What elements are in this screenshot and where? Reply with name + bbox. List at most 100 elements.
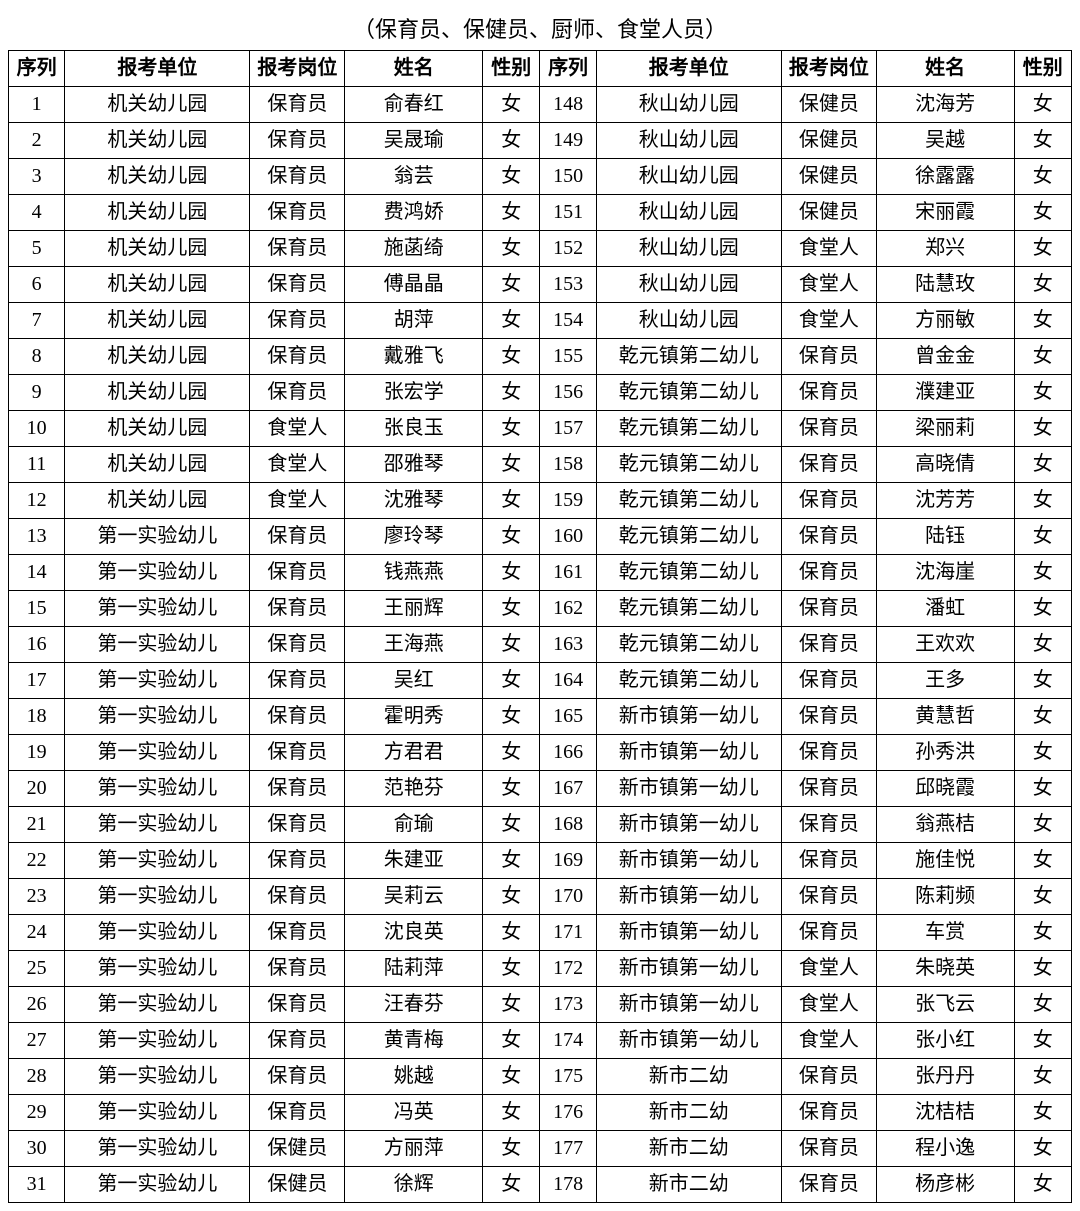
cell-pos-left: 保育员 xyxy=(250,987,345,1023)
cell-name-right: 程小逸 xyxy=(876,1131,1014,1167)
cell-unit-right: 乾元镇第二幼儿 xyxy=(596,339,781,375)
table-row: 7机关幼儿园保育员胡萍女154秋山幼儿园食堂人方丽敏女 xyxy=(9,303,1072,339)
cell-sex-right: 女 xyxy=(1014,987,1071,1023)
cell-unit-right: 乾元镇第二幼儿 xyxy=(596,375,781,411)
cell-name-left: 吴红 xyxy=(345,663,483,699)
cell-sex-left: 女 xyxy=(483,159,540,195)
cell-pos-right: 食堂人 xyxy=(781,303,876,339)
cell-seq-right: 157 xyxy=(540,411,596,447)
col-name-left: 姓名 xyxy=(345,51,483,87)
cell-unit-left: 机关幼儿园 xyxy=(65,447,250,483)
cell-sex-left: 女 xyxy=(483,771,540,807)
cell-name-left: 张宏学 xyxy=(345,375,483,411)
cell-unit-left: 第一实验幼儿 xyxy=(65,987,250,1023)
cell-unit-left: 机关幼儿园 xyxy=(65,375,250,411)
cell-name-left: 施菡绮 xyxy=(345,231,483,267)
cell-pos-left: 保育员 xyxy=(250,591,345,627)
cell-sex-right: 女 xyxy=(1014,807,1071,843)
cell-unit-left: 第一实验幼儿 xyxy=(65,1095,250,1131)
table-header-row: 序列 报考单位 报考岗位 姓名 性别 序列 报考单位 报考岗位 姓名 性别 xyxy=(9,51,1072,87)
cell-name-right: 郑兴 xyxy=(876,231,1014,267)
cell-name-right: 沈芳芳 xyxy=(876,483,1014,519)
table-row: 21第一实验幼儿保育员俞瑜女168新市镇第一幼儿保育员翁燕桔女 xyxy=(9,807,1072,843)
cell-sex-left: 女 xyxy=(483,987,540,1023)
cell-name-right: 高晓倩 xyxy=(876,447,1014,483)
cell-sex-left: 女 xyxy=(483,663,540,699)
cell-sex-right: 女 xyxy=(1014,915,1071,951)
cell-unit-right: 秋山幼儿园 xyxy=(596,159,781,195)
table-row: 2机关幼儿园保育员吴晟瑜女149秋山幼儿园保健员吴越女 xyxy=(9,123,1072,159)
cell-pos-right: 保育员 xyxy=(781,663,876,699)
cell-sex-right: 女 xyxy=(1014,303,1071,339)
cell-sex-right: 女 xyxy=(1014,267,1071,303)
cell-name-left: 汪春芬 xyxy=(345,987,483,1023)
table-row: 29第一实验幼儿保育员冯英女176新市二幼保育员沈桔桔女 xyxy=(9,1095,1072,1131)
cell-pos-right: 保育员 xyxy=(781,843,876,879)
cell-pos-right: 保育员 xyxy=(781,879,876,915)
cell-unit-left: 机关幼儿园 xyxy=(65,267,250,303)
cell-pos-right: 保健员 xyxy=(781,123,876,159)
cell-unit-right: 新市镇第一幼儿 xyxy=(596,915,781,951)
cell-pos-right: 保育员 xyxy=(781,591,876,627)
cell-unit-right: 新市镇第一幼儿 xyxy=(596,735,781,771)
cell-name-left: 俞瑜 xyxy=(345,807,483,843)
table-row: 18第一实验幼儿保育员霍明秀女165新市镇第一幼儿保育员黄慧哲女 xyxy=(9,699,1072,735)
table-row: 15第一实验幼儿保育员王丽辉女162乾元镇第二幼儿保育员潘虹女 xyxy=(9,591,1072,627)
cell-name-right: 梁丽莉 xyxy=(876,411,1014,447)
cell-unit-left: 机关幼儿园 xyxy=(65,123,250,159)
cell-seq-right: 153 xyxy=(540,267,596,303)
cell-pos-left: 保育员 xyxy=(250,339,345,375)
cell-pos-left: 保育员 xyxy=(250,807,345,843)
cell-seq-left: 19 xyxy=(9,735,65,771)
cell-sex-left: 女 xyxy=(483,339,540,375)
cell-unit-right: 秋山幼儿园 xyxy=(596,195,781,231)
cell-pos-left: 保育员 xyxy=(250,879,345,915)
cell-seq-right: 164 xyxy=(540,663,596,699)
col-pos-left: 报考岗位 xyxy=(250,51,345,87)
table-row: 20第一实验幼儿保育员范艳芬女167新市镇第一幼儿保育员邱晓霞女 xyxy=(9,771,1072,807)
cell-unit-left: 第一实验幼儿 xyxy=(65,1059,250,1095)
cell-name-left: 傅晶晶 xyxy=(345,267,483,303)
cell-unit-right: 秋山幼儿园 xyxy=(596,123,781,159)
cell-pos-left: 保育员 xyxy=(250,951,345,987)
col-unit-right: 报考单位 xyxy=(596,51,781,87)
cell-sex-right: 女 xyxy=(1014,1167,1071,1203)
cell-sex-right: 女 xyxy=(1014,663,1071,699)
cell-name-right: 翁燕桔 xyxy=(876,807,1014,843)
table-row: 25第一实验幼儿保育员陆莉萍女172新市镇第一幼儿食堂人朱晓英女 xyxy=(9,951,1072,987)
cell-sex-left: 女 xyxy=(483,1167,540,1203)
table-row: 10机关幼儿园食堂人张良玉女157乾元镇第二幼儿保育员梁丽莉女 xyxy=(9,411,1072,447)
cell-sex-right: 女 xyxy=(1014,87,1071,123)
cell-pos-right: 保育员 xyxy=(781,339,876,375)
cell-seq-left: 25 xyxy=(9,951,65,987)
cell-name-right: 陈莉频 xyxy=(876,879,1014,915)
cell-sex-left: 女 xyxy=(483,375,540,411)
cell-unit-right: 新市镇第一幼儿 xyxy=(596,1023,781,1059)
cell-name-left: 陆莉萍 xyxy=(345,951,483,987)
cell-pos-left: 食堂人 xyxy=(250,483,345,519)
cell-pos-left: 保育员 xyxy=(250,267,345,303)
cell-pos-left: 保育员 xyxy=(250,699,345,735)
cell-name-left: 冯英 xyxy=(345,1095,483,1131)
cell-name-left: 方丽萍 xyxy=(345,1131,483,1167)
cell-sex-left: 女 xyxy=(483,1023,540,1059)
cell-seq-right: 177 xyxy=(540,1131,596,1167)
cell-sex-right: 女 xyxy=(1014,627,1071,663)
cell-sex-right: 女 xyxy=(1014,483,1071,519)
cell-seq-right: 155 xyxy=(540,339,596,375)
cell-sex-right: 女 xyxy=(1014,195,1071,231)
cell-sex-right: 女 xyxy=(1014,699,1071,735)
cell-seq-left: 5 xyxy=(9,231,65,267)
cell-name-left: 翁芸 xyxy=(345,159,483,195)
cell-unit-left: 第一实验幼儿 xyxy=(65,1023,250,1059)
cell-unit-right: 乾元镇第二幼儿 xyxy=(596,483,781,519)
cell-seq-right: 161 xyxy=(540,555,596,591)
cell-sex-left: 女 xyxy=(483,411,540,447)
cell-sex-left: 女 xyxy=(483,195,540,231)
cell-sex-left: 女 xyxy=(483,1095,540,1131)
cell-name-left: 黄青梅 xyxy=(345,1023,483,1059)
cell-pos-right: 食堂人 xyxy=(781,231,876,267)
cell-pos-left: 保育员 xyxy=(250,1023,345,1059)
cell-seq-right: 168 xyxy=(540,807,596,843)
cell-sex-left: 女 xyxy=(483,519,540,555)
